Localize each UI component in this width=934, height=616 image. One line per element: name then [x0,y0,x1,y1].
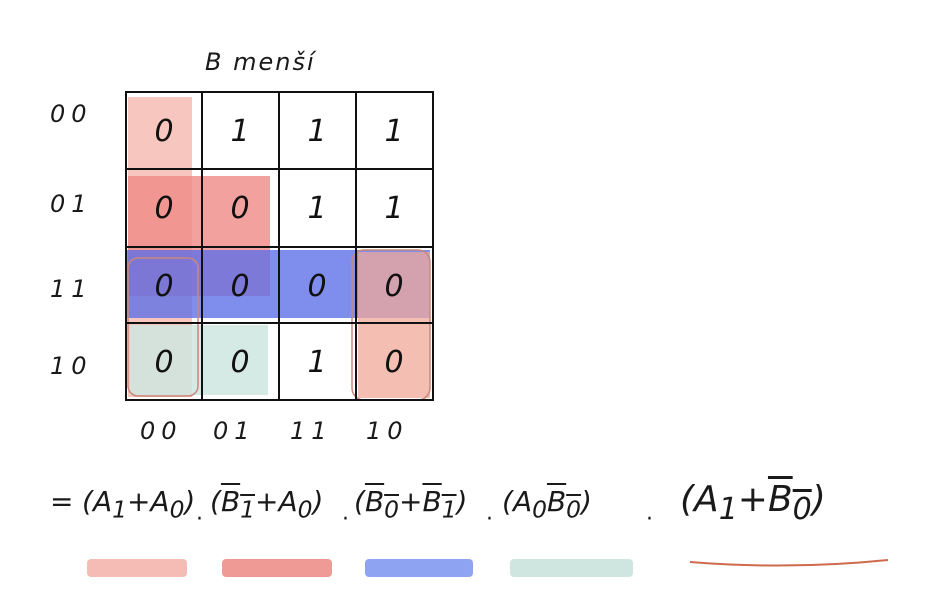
kmap-cell-r3-c2: 1 [307,345,326,380]
col-label-01: 01 [213,417,256,445]
term-4-color-swatch [510,559,633,577]
kmap-cell-values: 0 1 1 1 0 0 1 1 0 0 0 0 0 0 1 0 [154,114,403,380]
kmap-cell-r3-c1: 0 [230,345,249,380]
row-label-10: 10 [50,352,93,380]
kmap-cell-r1-c3: 1 [384,191,403,226]
kmap-cell-r1-c1: 0 [230,191,249,226]
kmap-cell-r1-c2: 1 [307,191,326,226]
kmap-cell-r2-c2: 0 [307,269,326,304]
formula-term-4: (A0B0) [502,485,592,524]
group-corner-outline [127,257,199,397]
row-label-00: 00 [50,100,93,128]
kmap-cell-r3-c0: 0 [154,345,173,380]
kmap-cell-r2-c3: 0 [384,269,403,304]
kmap-cell-r0-c3: 1 [384,114,403,149]
term-2-color-swatch [222,559,332,577]
row-label-11: 11 [50,275,93,303]
formula-term-1: (A1+A0) [82,485,196,524]
kmap-cell-r0-c2: 1 [307,114,326,149]
formula-term-3: (B0+B1) [354,485,468,524]
kmap-grid [125,91,434,401]
row-label-01: 01 [50,190,93,218]
formula-dot-2: · [342,507,349,532]
formula-term-2: (B1+A0) [210,485,324,524]
formula-term-5: (A1+B0) [680,479,826,528]
formula-dot-1: · [196,507,203,532]
term-3-color-swatch [365,559,473,577]
kmap-cell-r0-c0: 0 [154,114,173,149]
kmap-cell-r2-c0: 0 [154,269,173,304]
map-title: B menší [205,48,316,76]
formula-dot-3: · [486,507,493,532]
group-col10-salmon [358,252,430,398]
group-row10-teal [130,325,268,395]
formula-equals: = [50,485,74,518]
term-1-color-swatch [87,559,187,577]
kmap-cell-r2-c1: 0 [230,269,249,304]
kmap-cell-r0-c1: 1 [230,114,249,149]
kmap-cell-r1-c0: 0 [154,191,173,226]
col-label-00: 00 [140,417,183,445]
last-term-underline [689,559,889,567]
formula-dot-4: · [646,507,653,532]
kmap-cell-r3-c3: 0 [384,345,403,380]
sop-formula: = (A1+A0) · (B1+A0) · (B0+B1) · (A0B0) ·… [50,479,910,595]
col-label-10: 10 [366,417,409,445]
col-label-11: 11 [290,417,333,445]
